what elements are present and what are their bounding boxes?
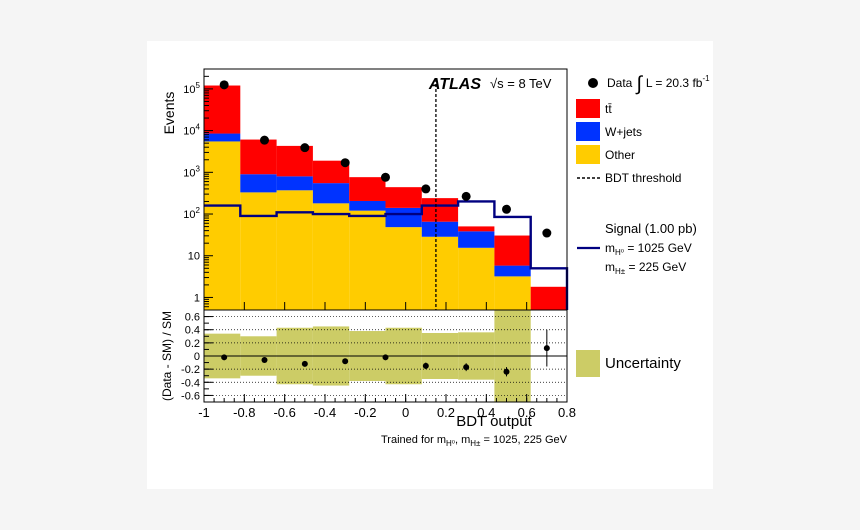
- bar-wjets-5: [385, 207, 422, 228]
- legend-mass-h0: mH⁰ = 1025 GeV: [605, 241, 692, 257]
- ratio-point-7: [503, 368, 510, 375]
- xtick-label-3: -0.4: [314, 405, 336, 420]
- bar-other-2: [276, 190, 313, 310]
- ratio-point-4: [382, 354, 389, 361]
- data-point-1: [260, 135, 269, 145]
- bar-wjets-3: [312, 183, 350, 204]
- ratio-point-3: [342, 358, 349, 365]
- bar-other-6: [421, 236, 459, 310]
- legend-bdt-label: BDT threshold: [605, 171, 681, 185]
- ratio-point-1: [261, 356, 268, 363]
- legend-other-swatch: [576, 145, 600, 164]
- bar-ttbar-3: [312, 160, 350, 184]
- bar-ttbar-4: [349, 177, 386, 201]
- ytick-label-0: 1: [194, 292, 200, 304]
- ratio-ytick-label-6: -0.6: [181, 390, 200, 402]
- data-point-4: [381, 172, 390, 182]
- bar-ttbar-8: [494, 235, 531, 266]
- ratio-ytick-label-0: 0.6: [185, 312, 200, 324]
- ratio-point-0: [221, 354, 228, 361]
- xtick-label-7: 0.4: [477, 405, 495, 420]
- data-point-0: [219, 80, 229, 90]
- ratio-point-8: [543, 345, 550, 352]
- energy-label: √s = 8 TeV: [490, 76, 552, 91]
- data-point-2: [300, 143, 310, 153]
- bar-ttbar-1: [240, 139, 277, 175]
- legend-wjets-label: W+jets: [605, 125, 642, 139]
- xtick-label-6: 0.2: [437, 405, 455, 420]
- bar-wjets-2: [276, 176, 313, 191]
- legend-wjets-swatch: [576, 122, 600, 141]
- y-axis-label-ratio: (Data - SM) / SM: [160, 311, 174, 401]
- bar-wjets-7: [458, 231, 495, 248]
- ratio-ytick-label-1: 0.4: [185, 325, 200, 337]
- ratio-ytick-label-2: 0.2: [185, 338, 200, 350]
- signal-step: [204, 200, 569, 310]
- ratio-point-6: [463, 364, 470, 371]
- ratio-ytick-label-4: -0.2: [181, 364, 200, 376]
- bar-wjets-8: [494, 265, 531, 277]
- data-point-8: [542, 228, 552, 238]
- bar-wjets-4: [349, 200, 386, 211]
- main-stacked-bars: [204, 85, 567, 310]
- bar-ttbar-5: [385, 187, 422, 208]
- y-axis-label-events: Events: [161, 92, 177, 135]
- bar-other-8: [494, 276, 531, 310]
- x-ticks: -1 -0.8 -0.6 -0.4 -0.2 0 0.2 0.4 0.6 0.8: [198, 302, 576, 420]
- atlas-label: ATLAS: [428, 76, 481, 93]
- main-y-ticks: 1 10 102 103 104 105: [183, 68, 213, 308]
- data-point-5: [421, 184, 431, 194]
- bar-wjets-6: [421, 221, 459, 237]
- bar-other-5: [385, 227, 422, 310]
- plot-card: 1 10 102 103 104 105 Events ATLAS √s = 8 TeV …: [147, 41, 713, 489]
- xtick-label-2: -0.6: [273, 405, 295, 420]
- ytick-label-5: 105: [183, 81, 200, 96]
- ratio-ytick-label-5: -0.4: [181, 377, 200, 389]
- xtick-label-9: 0.8: [558, 405, 576, 420]
- ytick-label-3: 103: [183, 164, 200, 179]
- ytick-label-2: 102: [183, 206, 200, 221]
- bar-ttbar-9: [530, 286, 567, 310]
- xtick-label-8: 0.6: [518, 405, 536, 420]
- legend-signal-label: Signal (1.00 pb): [605, 221, 697, 236]
- ratio-y-ticks: 0.60.40.20-0.2-0.4-0.6: [181, 309, 213, 403]
- ytick-label-1: 10: [188, 251, 200, 263]
- bar-other-0: [204, 141, 241, 310]
- bar-wjets-1: [240, 174, 277, 193]
- signal-histogram: [204, 200, 569, 310]
- legend-ttbar-swatch: [576, 99, 600, 118]
- ytick-label-4: 104: [183, 123, 200, 138]
- training-caption: Trained for mH⁰, mH± = 1025, 225 GeV: [381, 434, 568, 448]
- data-point-6: [461, 191, 471, 201]
- ratio-ytick-label-3: 0: [194, 351, 200, 363]
- xtick-label-4: -0.2: [354, 405, 376, 420]
- x-axis-label: BDT output: [456, 413, 532, 430]
- xtick-label-0: -1: [198, 405, 210, 420]
- bar-other-3: [312, 203, 350, 310]
- data-point-7: [502, 204, 511, 214]
- bar-ttbar-7: [458, 226, 495, 232]
- bar-ttbar-0: [204, 85, 241, 134]
- data-points: [219, 80, 552, 238]
- bar-other-4: [349, 210, 386, 310]
- data-point-3: [340, 158, 350, 168]
- bar-other-1: [240, 192, 277, 310]
- legend-other-label: Other: [605, 148, 635, 162]
- legend-ttbar-label: tt̄: [605, 102, 612, 116]
- legend-mass-hp: mH± = 225 GeV: [605, 260, 686, 276]
- ratio-point-2: [301, 360, 308, 367]
- ratio-point-5: [422, 362, 429, 369]
- legend-data-marker: [588, 78, 598, 88]
- xtick-label-5: 0: [402, 405, 409, 420]
- bar-other-7: [458, 247, 495, 310]
- legend-data-label: Data ∫ L = 20.3 fb-1: [607, 73, 710, 95]
- legend-uncertainty-label: Uncertainty: [605, 355, 681, 372]
- legend-uncertainty-swatch: [576, 350, 600, 377]
- bar-ttbar-6: [421, 198, 459, 222]
- xtick-label-1: -0.8: [233, 405, 255, 420]
- legend: Data ∫ L = 20.3 fb-1 tt̄ W+jets Other BDT …: [576, 73, 710, 377]
- bar-wjets-0: [204, 133, 241, 142]
- ratio-points: [221, 329, 550, 377]
